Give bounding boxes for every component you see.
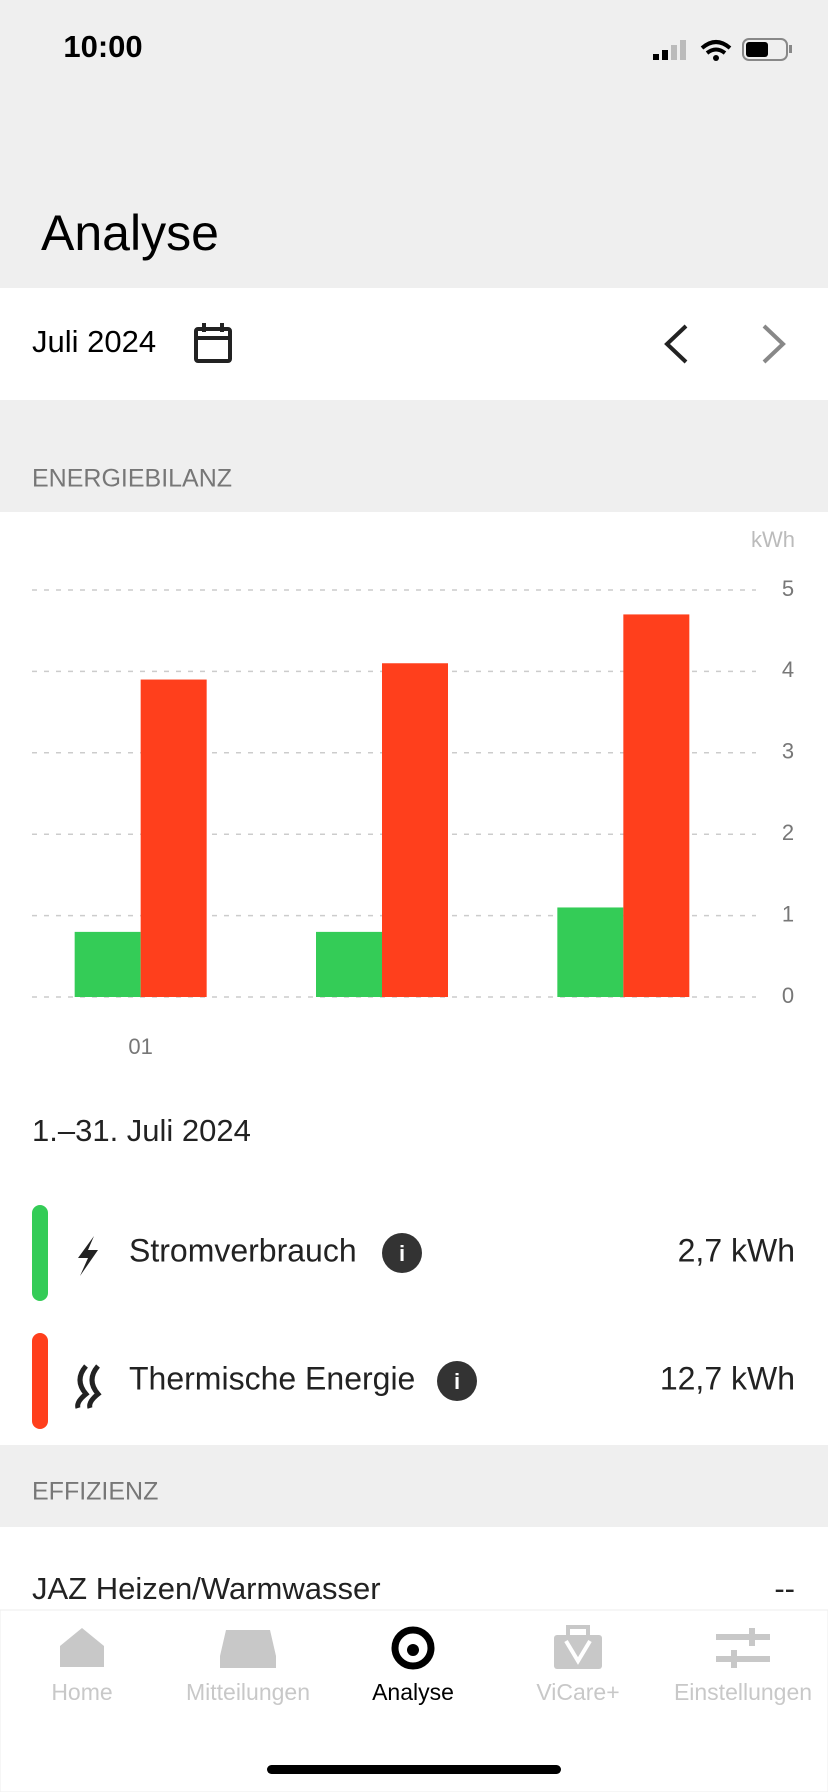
- next-button[interactable]: [762, 324, 786, 364]
- tab-label[interactable]: Mitteilungen: [186, 1679, 310, 1705]
- section-bg: [0, 1445, 828, 1527]
- status-time: 10:00: [63, 29, 142, 64]
- section-label: ENERGIEBILANZ: [32, 465, 232, 493]
- bar: [140, 679, 207, 997]
- period-label: 1.–31. Juli 2024: [32, 1113, 251, 1148]
- y-tick-label: 3: [782, 739, 794, 764]
- bar: [623, 614, 690, 997]
- home-indicator: [267, 1765, 561, 1774]
- info-button[interactable]: [437, 1361, 477, 1401]
- info-icon: i: [454, 1369, 460, 1394]
- power-icon: [78, 1236, 98, 1276]
- y-unit: kWh: [751, 527, 795, 552]
- tab-label[interactable]: Home: [51, 1679, 112, 1705]
- y-tick-label: 0: [782, 983, 794, 1008]
- header-bg: [0, 0, 828, 288]
- y-tick-label: 4: [782, 657, 794, 682]
- bar: [316, 931, 382, 997]
- y-tick-label: 5: [782, 576, 794, 601]
- calendar-icon[interactable]: [194, 323, 232, 363]
- heat-icon: [75, 1364, 102, 1409]
- legend-swatch: [32, 1205, 48, 1301]
- status-icons: [653, 38, 792, 61]
- tab-label[interactable]: Einstellungen: [674, 1679, 812, 1705]
- tab-label[interactable]: ViCare+: [536, 1679, 619, 1705]
- legend-label: Stromverbrauch: [129, 1232, 357, 1268]
- bar: [74, 931, 141, 997]
- bar: [557, 907, 624, 997]
- prev-button[interactable]: [664, 324, 688, 364]
- y-tick-label: 1: [782, 901, 794, 926]
- legend-swatch: [32, 1333, 48, 1429]
- section-bg: [0, 400, 828, 512]
- info-icon: i: [399, 1241, 405, 1266]
- efficiency-label: JAZ Heizen/Warmwasser: [32, 1571, 381, 1606]
- y-tick-label: 2: [782, 820, 794, 845]
- tab-labels: Home Mitteilungen Analyse ViCare+ Einstellun…: [51, 1679, 812, 1705]
- efficiency-value: --: [774, 1571, 795, 1606]
- page-title: Analyse: [41, 205, 219, 261]
- total-value: 12,7 kWh: [660, 1360, 795, 1396]
- x-tick-label: 01: [128, 1034, 152, 1059]
- legend-label: Thermische Energie: [129, 1360, 415, 1396]
- tab-icons: [60, 1625, 770, 1670]
- tab-label[interactable]: Analyse: [372, 1679, 454, 1705]
- bar: [382, 663, 448, 997]
- date-label[interactable]: Juli 2024: [32, 324, 156, 359]
- tab-bar: [0, 1609, 828, 1792]
- legend: Stromverbrauch i 2,7 kWh Thermische Ener…: [32, 1205, 795, 1429]
- section-label: EFFIZIENZ: [32, 1478, 158, 1506]
- total-value: 2,7 kWh: [678, 1232, 795, 1268]
- info-button[interactable]: [382, 1233, 422, 1273]
